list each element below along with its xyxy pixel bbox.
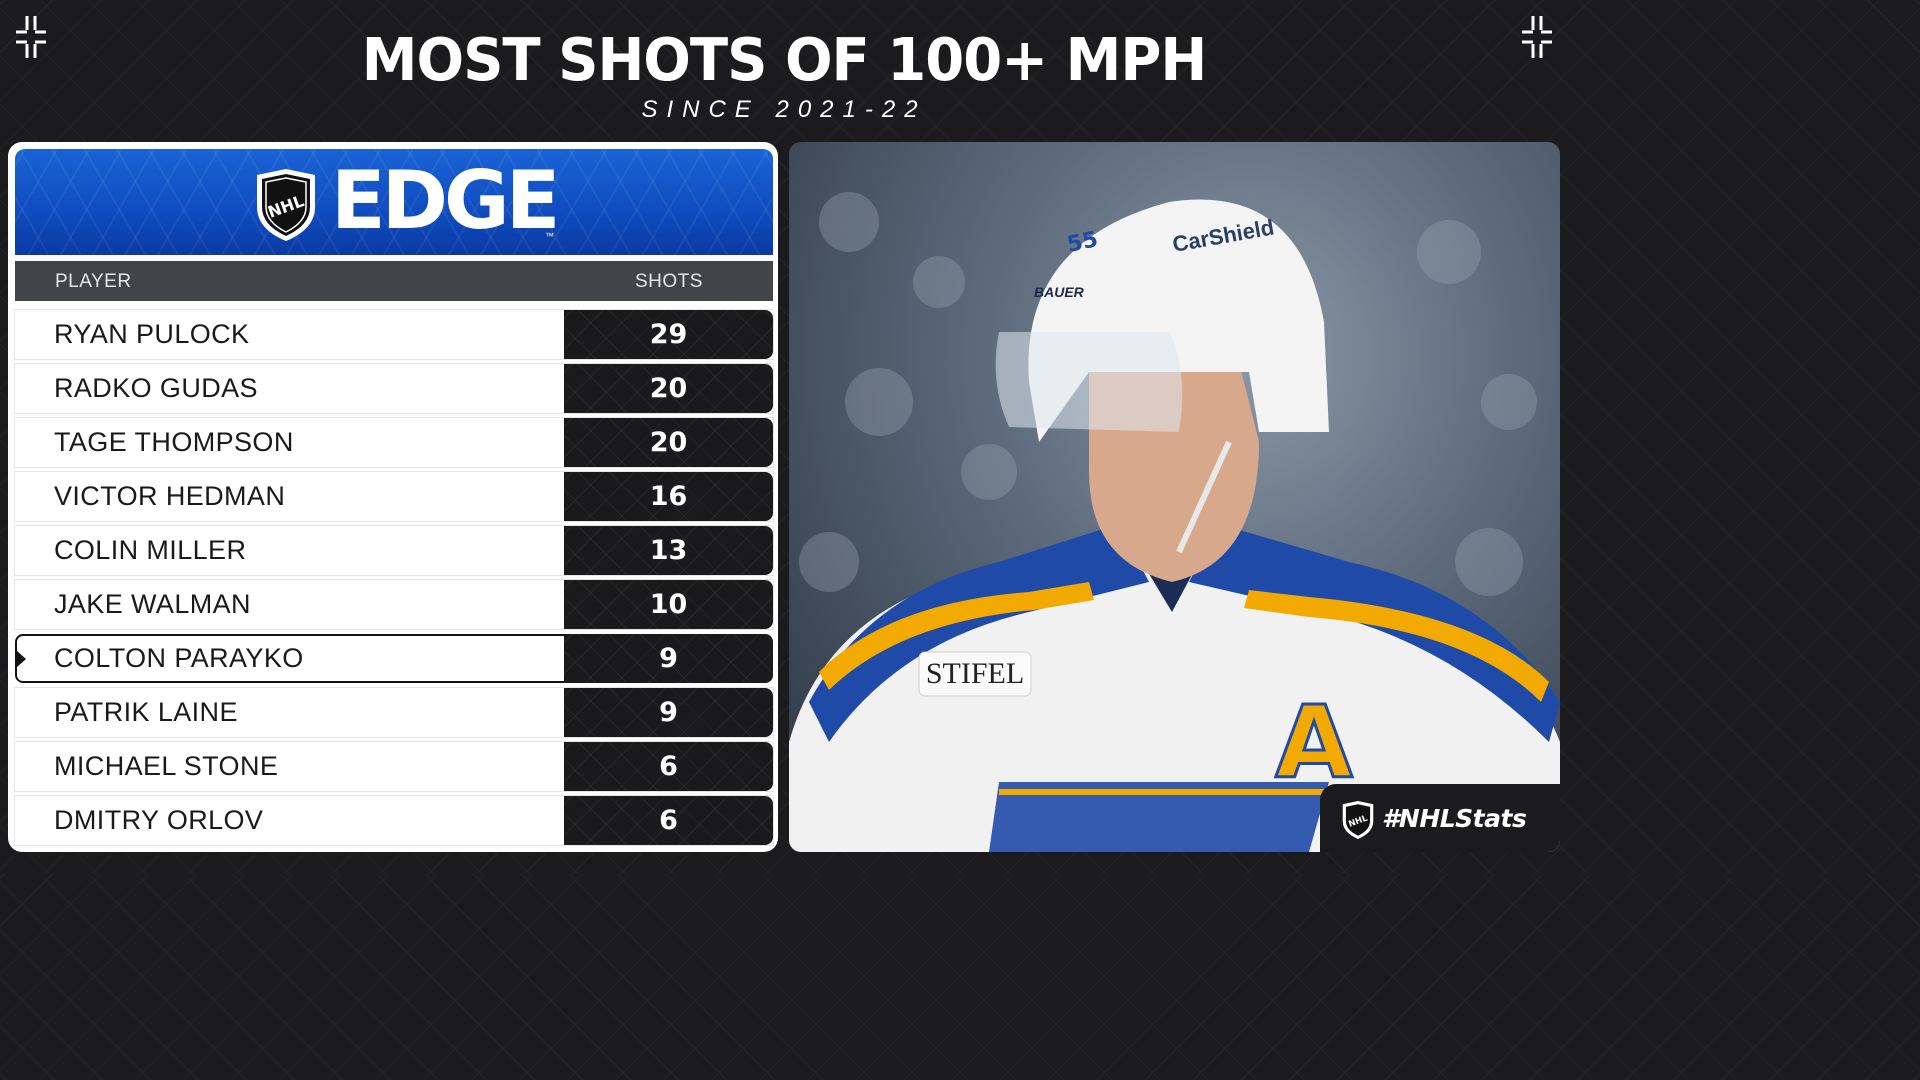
stats-panel: NHL EDGE ™ PLAYER SHOTS RYAN PULOCK 29 R… bbox=[8, 142, 778, 852]
player-name: COLTON PARAYKO bbox=[54, 643, 304, 673]
table-row-highlighted: COLTON PARAYKO 9 bbox=[15, 634, 773, 683]
nhl-shield-icon: NHL bbox=[257, 169, 315, 241]
nhl-shield-small-icon: NHL bbox=[1342, 801, 1374, 839]
shots-value: 9 bbox=[564, 688, 773, 737]
table-row: COLIN MILLER 13 bbox=[15, 526, 773, 575]
player-name: RYAN PULOCK bbox=[54, 319, 250, 349]
nhlstats-badge: NHL #NHLStats bbox=[1320, 784, 1560, 852]
highlight-arrow-icon bbox=[17, 651, 26, 667]
svg-text:STIFEL: STIFEL bbox=[926, 657, 1024, 690]
shots-value: 20 bbox=[564, 364, 773, 413]
shots-value: 16 bbox=[564, 472, 773, 521]
trademark-symbol: ™ bbox=[545, 231, 554, 241]
svg-text:A: A bbox=[1275, 684, 1352, 801]
player-name: PATRIK LAINE bbox=[54, 697, 238, 727]
column-header-player: PLAYER bbox=[55, 271, 132, 292]
player-name: JAKE WALMAN bbox=[54, 589, 251, 619]
player-name: COLIN MILLER bbox=[54, 535, 247, 565]
shots-value: 10 bbox=[564, 580, 773, 629]
shots-value: 6 bbox=[564, 742, 773, 791]
player-name: MICHAEL STONE bbox=[54, 751, 279, 781]
player-name: TAGE THOMPSON bbox=[54, 427, 294, 457]
shots-value: 9 bbox=[564, 634, 773, 683]
table-row: JAKE WALMAN 10 bbox=[15, 580, 773, 629]
player-name: VICTOR HEDMAN bbox=[54, 481, 286, 511]
table-header: PLAYER SHOTS bbox=[15, 261, 773, 301]
player-illustration: CarShield BAUER 55 STIFEL A bbox=[789, 192, 1560, 852]
shots-value: 20 bbox=[564, 418, 773, 467]
corner-ornament-right-icon bbox=[1522, 16, 1552, 58]
table-row: MICHAEL STONE 6 bbox=[15, 742, 773, 791]
page-title: MOST SHOTS OF 100+ MPH bbox=[361, 26, 1208, 95]
table-row: RADKO GUDAS 20 bbox=[15, 364, 773, 413]
table-row: TAGE THOMPSON 20 bbox=[15, 418, 773, 467]
shots-value: 6 bbox=[564, 796, 773, 845]
corner-ornament-left-icon bbox=[16, 16, 46, 58]
table-row: PATRIK LAINE 9 bbox=[15, 688, 773, 737]
table-row: VICTOR HEDMAN 16 bbox=[15, 472, 773, 521]
shots-value: 13 bbox=[564, 526, 773, 575]
column-header-shots: SHOTS bbox=[635, 271, 703, 292]
table-row: RYAN PULOCK 29 bbox=[15, 310, 773, 359]
edge-wordmark: EDGE bbox=[331, 154, 560, 247]
player-name: DMITRY ORLOV bbox=[54, 805, 264, 835]
svg-text:55: 55 bbox=[1065, 227, 1100, 258]
svg-text:BAUER: BAUER bbox=[1034, 284, 1085, 300]
shots-value: 29 bbox=[564, 310, 773, 359]
player-photo: CarShield BAUER 55 STIFEL A bbox=[789, 142, 1560, 852]
player-name: RADKO GUDAS bbox=[54, 373, 258, 403]
page-subtitle: SINCE 2021-22 bbox=[641, 96, 927, 123]
hashtag-label: #NHLStats bbox=[1382, 804, 1527, 833]
player-list: RYAN PULOCK 29 RADKO GUDAS 20 TAGE THOMP… bbox=[15, 310, 773, 850]
table-row: DMITRY ORLOV 6 bbox=[15, 796, 773, 845]
edge-banner: NHL EDGE ™ bbox=[15, 149, 773, 255]
